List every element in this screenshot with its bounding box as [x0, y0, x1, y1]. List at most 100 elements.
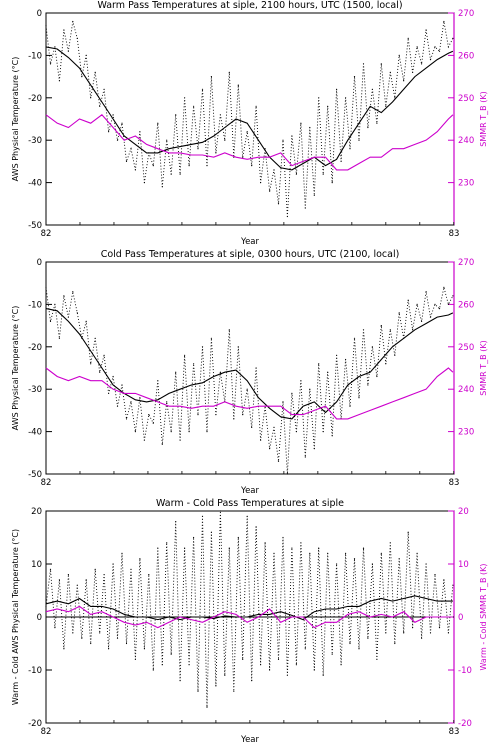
data-point	[269, 448, 271, 450]
data-point	[345, 97, 347, 99]
data-point	[407, 531, 409, 533]
data-point	[443, 579, 445, 581]
chart-panels: Warm Pass Temperatures at siple, 2100 ho…	[11, 0, 488, 745]
data-point	[273, 169, 275, 171]
data-point	[362, 547, 365, 549]
data-point	[309, 552, 311, 555]
chart-panel-2: Cold Pass Temperatures at siple, 0300 ho…	[11, 249, 488, 496]
data-point	[438, 308, 441, 310]
data-point	[206, 431, 208, 433]
data-point	[371, 346, 373, 348]
data-point	[447, 46, 449, 48]
data-point	[175, 371, 177, 373]
data-point	[300, 122, 302, 124]
data-point	[282, 536, 284, 539]
y-tick-label: -10	[28, 51, 42, 61]
data-point	[349, 642, 351, 645]
series-line-smmr_tb	[45, 367, 454, 420]
data-point	[152, 165, 154, 167]
y2-tick-label: 250	[458, 343, 474, 353]
data-point	[300, 380, 302, 382]
y2-tick-label: 260	[458, 51, 474, 61]
data-point	[353, 558, 356, 560]
x-tick-label: 82	[41, 727, 52, 737]
data-point	[197, 148, 199, 150]
data-point	[175, 521, 177, 523]
data-point	[331, 435, 333, 437]
data-point	[201, 346, 204, 348]
y-tick-label: 10	[31, 560, 42, 570]
data-point	[103, 354, 105, 356]
data-point	[116, 139, 119, 141]
data-point	[76, 312, 78, 314]
y-tick-label: -50	[28, 221, 42, 231]
data-point	[398, 558, 400, 560]
data-point	[362, 63, 365, 65]
x-axis-label: Year	[240, 735, 260, 745]
data-point	[416, 303, 418, 305]
data-point	[143, 439, 145, 441]
data-point	[322, 431, 324, 433]
data-point	[130, 148, 132, 150]
y-tick-label: -20	[28, 94, 42, 104]
data-point	[197, 690, 199, 692]
y-tick-label: -30	[28, 385, 42, 395]
data-point	[425, 291, 427, 293]
data-point	[45, 286, 47, 288]
data-point	[340, 160, 342, 162]
data-point	[429, 632, 432, 634]
data-point	[353, 337, 356, 339]
data-point	[412, 627, 414, 629]
data-point	[170, 173, 172, 175]
data-point	[421, 320, 423, 322]
data-point	[206, 706, 208, 708]
data-point	[394, 97, 396, 99]
data-point	[264, 542, 266, 544]
y2-tick-label: 230	[458, 179, 474, 189]
data-point	[389, 329, 391, 331]
data-point	[242, 414, 244, 416]
data-point	[157, 380, 159, 382]
data-point	[291, 392, 293, 394]
data-point	[389, 71, 391, 73]
data-point	[300, 542, 302, 544]
data-point	[148, 414, 150, 416]
x-axis-label: Year	[240, 237, 260, 247]
data-point	[201, 88, 204, 90]
data-point	[193, 363, 195, 365]
data-point	[429, 59, 432, 61]
data-point	[134, 169, 136, 171]
data-point	[407, 37, 409, 40]
data-point	[452, 37, 454, 40]
data-point	[197, 414, 199, 416]
y-tick-label: -40	[28, 428, 42, 438]
data-point	[210, 337, 212, 339]
x-tick-label: 82	[41, 229, 52, 239]
data-point	[304, 648, 306, 650]
data-point	[125, 418, 128, 420]
y2-tick-label: 250	[458, 94, 474, 104]
chart-panel-3: Warm - Cold Pass Temperatures at siple -2…	[11, 498, 488, 745]
data-point	[210, 531, 212, 533]
x-tick-label: 83	[449, 478, 460, 488]
data-point	[134, 658, 136, 661]
chart-title: Warm - Cold Pass Temperatures at siple	[156, 498, 344, 509]
data-point	[345, 358, 347, 361]
data-point	[447, 632, 449, 634]
data-point	[72, 20, 74, 23]
data-point	[291, 547, 293, 549]
data-point	[358, 139, 360, 141]
data-point	[179, 680, 181, 682]
data-point	[108, 392, 110, 394]
data-point	[331, 653, 333, 655]
data-point	[90, 642, 92, 645]
data-point	[179, 173, 181, 175]
data-point	[286, 674, 288, 676]
x-tick-label: 83	[449, 229, 460, 239]
data-point	[94, 568, 96, 570]
y2-axis-label: SMMR T_B (K)	[479, 91, 488, 146]
data-point	[242, 156, 244, 158]
data-point	[260, 182, 262, 184]
data-point	[170, 653, 172, 655]
data-point	[255, 367, 257, 369]
